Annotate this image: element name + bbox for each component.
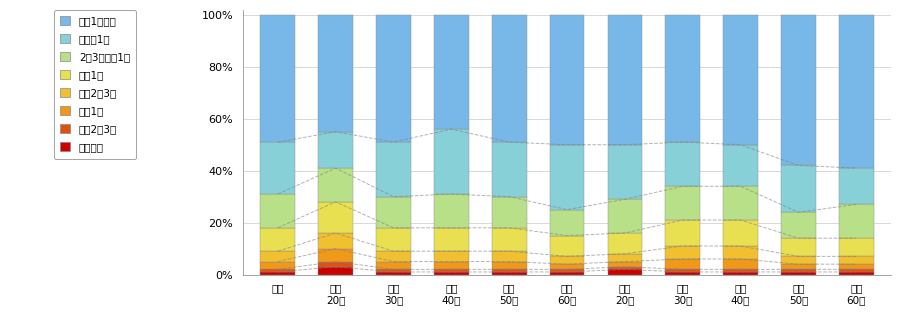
Bar: [376, 269, 410, 272]
Bar: [608, 254, 643, 262]
Bar: [724, 220, 758, 246]
Bar: [434, 262, 469, 269]
Bar: [319, 168, 353, 202]
Bar: [260, 269, 295, 272]
Bar: [260, 228, 295, 251]
Bar: [665, 142, 700, 186]
Bar: [491, 262, 526, 269]
Bar: [550, 272, 584, 275]
Bar: [376, 142, 410, 197]
Bar: [608, 267, 643, 269]
Bar: [260, 15, 295, 142]
Bar: [781, 269, 815, 272]
Bar: [608, 15, 643, 145]
Bar: [665, 15, 700, 142]
Bar: [781, 165, 815, 212]
Bar: [434, 251, 469, 262]
Bar: [434, 15, 469, 129]
Bar: [376, 228, 410, 251]
Bar: [781, 212, 815, 238]
Bar: [665, 272, 700, 275]
Legend: 年に1回以下, 半年に1回, 2～3カ月に1回, 月に1回, 月に2～3回, 週に1回, 週に2～3回, ほぼ毎日: 年に1回以下, 半年に1回, 2～3カ月に1回, 月に1回, 月に2～3回, 週…: [54, 10, 136, 159]
Bar: [260, 142, 295, 194]
Bar: [665, 186, 700, 220]
Bar: [724, 186, 758, 220]
Bar: [260, 272, 295, 275]
Bar: [319, 15, 353, 132]
Bar: [434, 228, 469, 251]
Bar: [839, 238, 874, 256]
Bar: [260, 194, 295, 228]
Bar: [376, 262, 410, 269]
Bar: [376, 251, 410, 262]
Bar: [550, 210, 584, 235]
Bar: [839, 168, 874, 204]
Bar: [724, 145, 758, 186]
Bar: [260, 251, 295, 262]
Bar: [434, 272, 469, 275]
Bar: [724, 259, 758, 269]
Bar: [491, 269, 526, 272]
Bar: [781, 256, 815, 264]
Bar: [781, 15, 815, 165]
Bar: [491, 272, 526, 275]
Bar: [724, 272, 758, 275]
Bar: [376, 197, 410, 228]
Bar: [376, 15, 410, 142]
Bar: [608, 199, 643, 233]
Bar: [550, 145, 584, 210]
Bar: [839, 256, 874, 264]
Bar: [839, 264, 874, 269]
Bar: [434, 129, 469, 194]
Bar: [550, 264, 584, 269]
Bar: [608, 233, 643, 254]
Bar: [550, 256, 584, 264]
Bar: [724, 15, 758, 145]
Bar: [839, 269, 874, 272]
Bar: [724, 246, 758, 259]
Bar: [608, 145, 643, 199]
Bar: [319, 249, 353, 262]
Bar: [724, 269, 758, 272]
Bar: [608, 269, 643, 275]
Bar: [491, 251, 526, 262]
Bar: [491, 142, 526, 197]
Bar: [839, 272, 874, 275]
Bar: [839, 204, 874, 238]
Bar: [608, 262, 643, 267]
Bar: [434, 194, 469, 228]
Bar: [839, 15, 874, 168]
Bar: [319, 233, 353, 249]
Bar: [319, 267, 353, 275]
Bar: [665, 246, 700, 259]
Bar: [781, 238, 815, 256]
Bar: [319, 132, 353, 168]
Bar: [665, 259, 700, 269]
Bar: [491, 15, 526, 142]
Bar: [781, 272, 815, 275]
Bar: [665, 269, 700, 272]
Bar: [434, 269, 469, 272]
Bar: [319, 202, 353, 233]
Bar: [781, 264, 815, 269]
Bar: [376, 272, 410, 275]
Bar: [491, 228, 526, 251]
Bar: [550, 15, 584, 145]
Bar: [550, 269, 584, 272]
Bar: [491, 197, 526, 228]
Bar: [665, 220, 700, 246]
Bar: [550, 235, 584, 256]
Bar: [319, 262, 353, 267]
Bar: [260, 262, 295, 269]
